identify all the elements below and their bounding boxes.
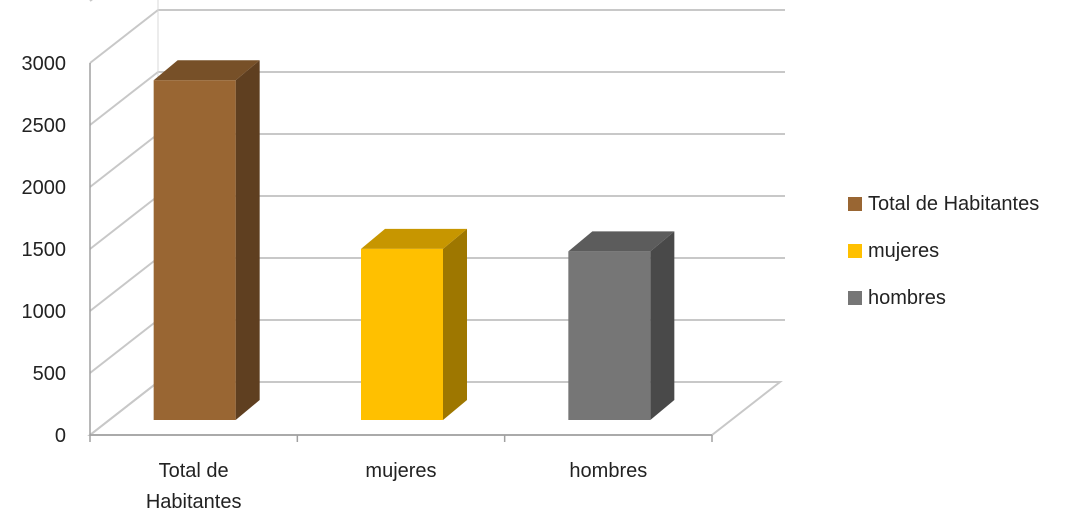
y-tick-label: 0 xyxy=(55,425,66,447)
axes xyxy=(89,63,713,442)
gridline-diagonal xyxy=(89,381,159,436)
legend-item-total: Total de Habitantes xyxy=(848,193,1039,215)
gridline-diagonal xyxy=(89,0,93,2)
legend-swatch-total xyxy=(848,197,862,211)
bars xyxy=(153,60,675,421)
gridlines xyxy=(89,0,785,436)
gridline-diagonal xyxy=(89,319,159,374)
bar-side-face xyxy=(650,231,675,420)
bar-top-face xyxy=(361,228,467,249)
bar-top-face xyxy=(153,60,260,81)
gridline-diagonal xyxy=(89,195,159,250)
bar-side-face xyxy=(443,228,467,420)
bar-front-face xyxy=(361,248,443,420)
bar-top-face xyxy=(568,231,675,252)
legend-label-total: Total de Habitantes xyxy=(868,192,1040,215)
y-tick-label: 3000 xyxy=(22,53,67,75)
gridline-diagonal xyxy=(89,9,159,64)
gridline-diagonal xyxy=(89,71,159,126)
legend-item-mujeres: mujeres xyxy=(848,240,1039,262)
gridline-diagonal xyxy=(89,257,159,312)
x-category-label: Total de xyxy=(159,460,229,482)
y-tick-label: 2500 xyxy=(22,115,67,137)
gridline-diagonal xyxy=(89,133,159,188)
bar-2 xyxy=(568,231,675,420)
legend-swatch-mujeres xyxy=(848,244,862,258)
bar-front-face xyxy=(153,80,236,421)
legend-item-hombres: hombres xyxy=(848,287,1039,309)
y-tick-label: 500 xyxy=(33,363,66,385)
bar-side-face xyxy=(235,60,260,421)
legend-label-hombres: hombres xyxy=(868,286,946,309)
bar-0 xyxy=(153,60,260,421)
x-category-label: mujeres xyxy=(365,460,436,482)
y-tick-label: 2000 xyxy=(22,177,67,199)
legend-label-mujeres: mujeres xyxy=(868,239,940,262)
x-category-label: hombres xyxy=(569,460,647,482)
legend-swatch-hombres xyxy=(848,291,862,305)
bar-1 xyxy=(361,228,467,420)
x-category-label-line2: Habitantes xyxy=(146,491,242,513)
y-tick-label: 1500 xyxy=(22,239,67,261)
y-axis-tick-labels: 0 500 1000 1500 2000 2500 3000 xyxy=(22,53,67,447)
legend: Total de Habitantes mujeres hombres xyxy=(848,193,1039,334)
y-tick-label: 1000 xyxy=(22,301,67,323)
x-axis-category-labels: Total de Habitantes mujeres hombres xyxy=(146,460,647,513)
bar-front-face xyxy=(568,251,651,420)
